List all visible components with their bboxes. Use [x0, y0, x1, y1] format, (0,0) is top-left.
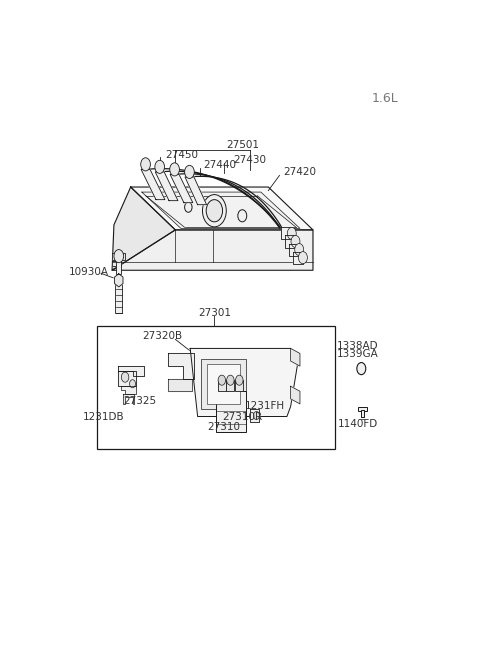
- Polygon shape: [131, 187, 313, 230]
- Bar: [360, 411, 363, 417]
- Bar: [115, 280, 122, 313]
- Bar: [116, 261, 121, 274]
- Polygon shape: [123, 394, 134, 404]
- Polygon shape: [292, 252, 303, 264]
- Polygon shape: [142, 192, 300, 229]
- Polygon shape: [155, 172, 178, 200]
- Polygon shape: [141, 170, 165, 200]
- Circle shape: [206, 200, 223, 222]
- Polygon shape: [112, 187, 175, 271]
- Circle shape: [218, 375, 226, 385]
- Polygon shape: [168, 379, 192, 391]
- Circle shape: [227, 375, 234, 385]
- Circle shape: [185, 202, 192, 212]
- Text: 27320B: 27320B: [142, 331, 182, 341]
- Polygon shape: [290, 348, 300, 366]
- Bar: [207, 364, 240, 404]
- Polygon shape: [190, 348, 298, 417]
- Text: 27310: 27310: [207, 422, 240, 432]
- Polygon shape: [250, 409, 259, 422]
- Text: 10930A: 10930A: [69, 267, 108, 277]
- Text: 1231DB: 1231DB: [83, 411, 125, 422]
- Circle shape: [288, 227, 296, 240]
- Polygon shape: [289, 244, 299, 255]
- Polygon shape: [115, 274, 123, 287]
- Bar: [226, 380, 234, 391]
- Polygon shape: [285, 235, 296, 248]
- Bar: [216, 391, 246, 432]
- Bar: [218, 380, 226, 391]
- Polygon shape: [121, 386, 136, 394]
- Circle shape: [291, 235, 300, 248]
- Circle shape: [236, 375, 243, 385]
- Text: 27325: 27325: [123, 396, 156, 406]
- Text: 1.6L: 1.6L: [372, 92, 399, 105]
- Polygon shape: [290, 386, 300, 404]
- Circle shape: [121, 372, 129, 383]
- Circle shape: [253, 411, 259, 420]
- Circle shape: [185, 165, 194, 178]
- Circle shape: [114, 250, 124, 263]
- Circle shape: [203, 195, 226, 227]
- Polygon shape: [112, 230, 313, 271]
- Circle shape: [130, 380, 135, 388]
- Text: 27301: 27301: [198, 308, 231, 318]
- Text: 27501: 27501: [226, 140, 259, 150]
- Polygon shape: [185, 177, 206, 204]
- Circle shape: [155, 160, 165, 174]
- Bar: [235, 380, 243, 391]
- Text: 1231FH: 1231FH: [244, 402, 285, 411]
- Bar: [358, 407, 367, 411]
- Text: 27420: 27420: [283, 167, 316, 177]
- Text: 1140FD: 1140FD: [337, 419, 378, 429]
- Circle shape: [141, 158, 150, 171]
- Polygon shape: [112, 253, 125, 260]
- Text: 27450: 27450: [166, 150, 199, 160]
- Circle shape: [170, 163, 180, 176]
- Polygon shape: [118, 371, 136, 386]
- Polygon shape: [168, 354, 194, 379]
- Bar: [97, 326, 335, 449]
- Text: 27310R: 27310R: [222, 411, 263, 422]
- Circle shape: [357, 363, 366, 375]
- Polygon shape: [170, 174, 193, 202]
- Polygon shape: [118, 366, 144, 376]
- Text: 1338AD: 1338AD: [337, 341, 378, 351]
- Circle shape: [238, 210, 247, 222]
- Circle shape: [299, 252, 307, 264]
- Text: 27430: 27430: [233, 155, 266, 165]
- Bar: [202, 358, 246, 409]
- Polygon shape: [281, 227, 292, 240]
- Text: 1339GA: 1339GA: [337, 350, 378, 360]
- Polygon shape: [112, 261, 121, 266]
- Circle shape: [295, 244, 304, 255]
- Text: 27440: 27440: [204, 160, 237, 170]
